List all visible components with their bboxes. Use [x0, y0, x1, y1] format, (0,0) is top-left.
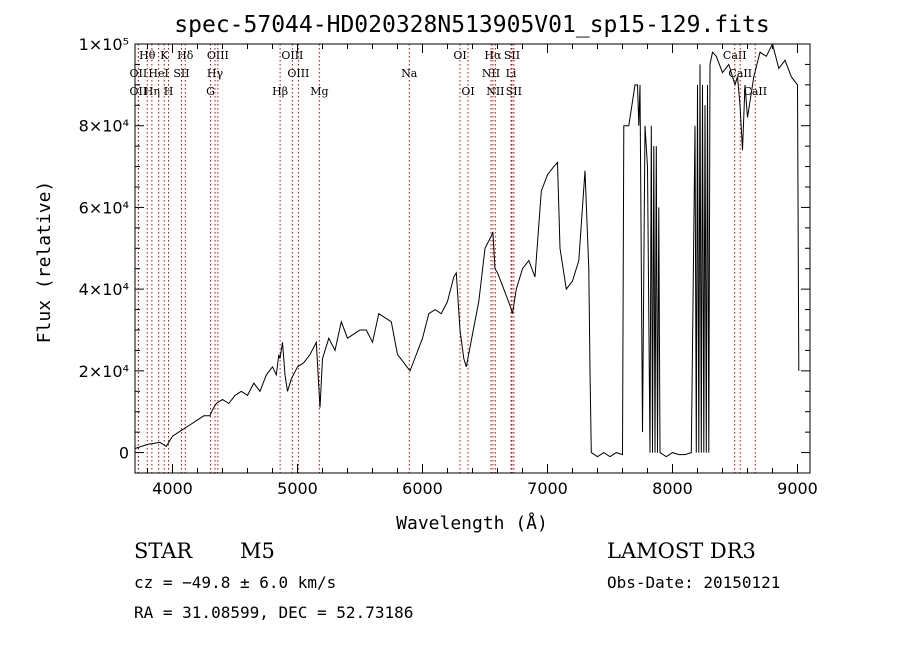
- axes: 4000 5000 6000 7000 8000 9000 0 2×10⁴ 4×10⁴ 6×10⁴…: [79, 35, 818, 498]
- line-label: OI: [461, 85, 474, 98]
- line-label: NII: [486, 85, 504, 98]
- x-tick-label: 6000: [402, 479, 443, 498]
- line-label: OIII: [207, 49, 229, 62]
- line-label: K: [160, 49, 169, 62]
- line-label: Hη: [144, 85, 160, 98]
- line-label: G: [206, 85, 215, 98]
- x-tick-label: 8000: [652, 479, 693, 498]
- y-tick-label: 2×10⁴: [79, 362, 129, 381]
- line-label: SII: [173, 67, 189, 80]
- line-label: NII: [482, 67, 500, 80]
- line-label: OIII: [287, 67, 309, 80]
- line-label: SII: [504, 49, 520, 62]
- series-flux: [135, 44, 800, 458]
- object-class: STAR: [134, 539, 193, 563]
- line-label: CaII: [723, 49, 747, 62]
- line-label: Na: [401, 67, 418, 80]
- y-tick-label: 4×10⁴: [79, 280, 129, 299]
- line-label: OI: [453, 49, 466, 62]
- line-label: CaII: [743, 85, 767, 98]
- x-tick-label: 9000: [777, 479, 818, 498]
- line-label: Mg: [310, 85, 328, 98]
- y-axis-label: Flux (relative): [34, 181, 55, 344]
- y-tick-label: 8×10⁴: [79, 117, 129, 136]
- line-label: OII: [130, 85, 148, 98]
- x-tick-label: 7000: [527, 479, 568, 498]
- x-tick-label: 5000: [277, 479, 318, 498]
- line-label: OIII: [281, 49, 303, 62]
- observation-date: Obs-Date: 20150121: [607, 573, 781, 592]
- line-label: HeI: [148, 67, 168, 80]
- line-label: Hδ: [177, 49, 194, 62]
- line-label: Li: [506, 67, 517, 80]
- redshift-velocity: cz = −49.8 ± 6.0 km/s: [134, 573, 337, 592]
- x-axis-label: Wavelength (Å): [396, 512, 548, 534]
- line-label: H: [164, 85, 174, 98]
- chart-title: spec-57044-HD020328N513905V01_sp15-129.f…: [174, 12, 769, 38]
- object-subclass: M5: [240, 539, 275, 563]
- x-tick-label: 4000: [152, 479, 193, 498]
- line-label: Hθ: [139, 49, 156, 62]
- y-tick-label: 1×10⁵: [79, 35, 129, 54]
- line-label: SII: [506, 85, 522, 98]
- line-label: Hγ: [207, 67, 224, 80]
- coordinates: RA = 31.08599, DEC = 52.73186: [134, 603, 414, 622]
- y-tick-label: 0: [119, 444, 129, 463]
- line-label: CaII: [728, 67, 752, 80]
- line-label: Hα: [484, 49, 502, 62]
- y-tick-label: 6×10⁴: [79, 198, 129, 217]
- line-label: Hβ: [272, 85, 288, 98]
- flux-series-group: [135, 44, 800, 458]
- survey-name: LAMOST DR3: [607, 539, 756, 563]
